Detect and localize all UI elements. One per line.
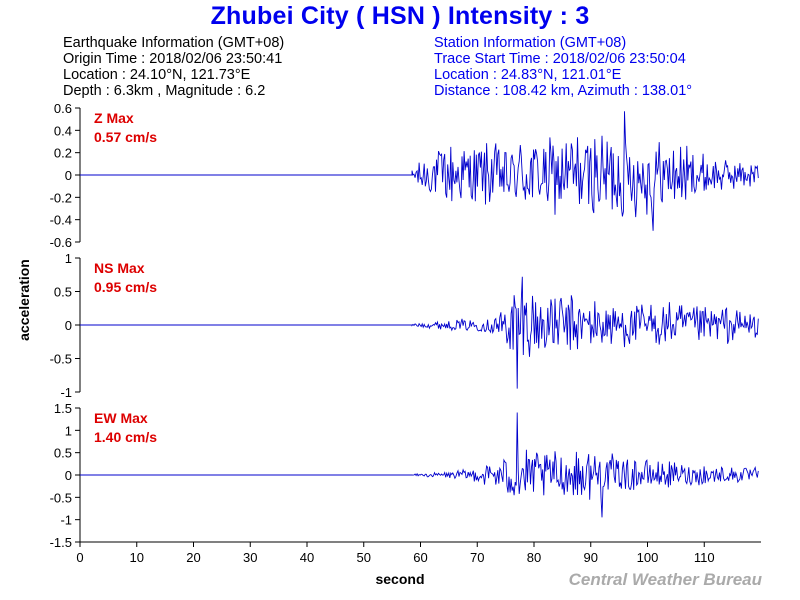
x-tick-label: 90 — [584, 550, 598, 565]
y-tick-label: -1.5 — [50, 535, 72, 550]
y-tick-label: 0 — [65, 468, 72, 483]
x-tick-label: 30 — [243, 550, 257, 565]
footer-credit: Central Weather Bureau — [568, 570, 762, 589]
panel-ew: 1.5 1 0.5 0 -0.5 -1 -1.5 EW Max 1.40 cm/s — [50, 401, 759, 550]
y-tick-label: -0.4 — [50, 213, 72, 228]
waveform-ew — [80, 412, 759, 518]
panel-ns: 1 0.5 0 -0.5 -1 NS Max 0.95 cm/s — [50, 251, 759, 400]
y-tick-label: 0.5 — [54, 446, 72, 461]
y-tick-label: -1 — [60, 513, 72, 528]
max-label-ns: NS Max — [94, 260, 145, 276]
waveform-ns — [80, 276, 759, 389]
x-tick-label: 50 — [357, 550, 371, 565]
earthquake-depth-magnitude: Depth : 6.3km , Magnitude : 6.2 — [63, 83, 266, 99]
y-tick-label: -0.5 — [50, 490, 72, 505]
x-tick-label: 20 — [186, 550, 200, 565]
max-value-z: 0.57 cm/s — [94, 129, 157, 145]
chart-title: Zhubei City ( HSN ) Intensity : 3 — [210, 2, 590, 30]
x-tick-label: 10 — [130, 550, 144, 565]
x-tick-label: 80 — [527, 550, 541, 565]
panel-z: 0.6 0.4 0.2 0 -0.2 -0.4 -0.6 Z Max 0.57 cm/s — [50, 101, 759, 250]
y-tick-label: 1 — [65, 423, 72, 438]
y-tick-label: 0.4 — [54, 123, 72, 138]
y-tick-label: 0 — [65, 318, 72, 333]
earthquake-location: Location : 24.10°N, 121.73°E — [63, 67, 251, 83]
x-axis-label: second — [375, 571, 425, 587]
y-tick-label: -0.6 — [50, 235, 72, 250]
station-info-block: Station Information (GMT+08) Trace Start… — [434, 35, 692, 99]
earthquake-info-block: Earthquake Information (GMT+08) Origin T… — [63, 35, 284, 99]
waveform-z — [80, 111, 759, 231]
y-tick-label: -0.2 — [50, 190, 72, 205]
y-tick-label: 0 — [65, 168, 72, 183]
y-tick-label: -1 — [60, 385, 72, 400]
x-tick-label: 60 — [413, 550, 427, 565]
station-info-heading: Station Information (GMT+08) — [434, 35, 627, 51]
earthquake-info-heading: Earthquake Information (GMT+08) — [63, 35, 285, 51]
x-tick-label: 110 — [694, 550, 715, 565]
station-distance-azimuth: Distance : 108.42 km, Azimuth : 138.01° — [434, 83, 693, 99]
x-tick-label: 40 — [300, 550, 314, 565]
station-location: Location : 24.83°N, 121.01°E — [434, 67, 622, 83]
max-label-ew: EW Max — [94, 410, 148, 426]
station-trace-start-time: Trace Start Time : 2018/02/06 23:50:04 — [434, 51, 686, 67]
x-tick-label: 100 — [637, 550, 659, 565]
y-tick-label: 0.5 — [54, 285, 72, 300]
y-tick-label: 0.6 — [54, 101, 72, 116]
y-axis-label: acceleration — [16, 259, 32, 341]
y-tick-label: -0.5 — [50, 352, 72, 367]
max-label-z: Z Max — [94, 110, 134, 126]
y-tick-label: 1 — [65, 251, 72, 266]
max-value-ew: 1.40 cm/s — [94, 429, 157, 445]
x-tick-label: 70 — [470, 550, 484, 565]
x-tick-label: 0 — [76, 550, 83, 565]
earthquake-origin-time: Origin Time : 2018/02/06 23:50:41 — [63, 51, 283, 67]
y-tick-label: 1.5 — [54, 401, 72, 416]
max-value-ns: 0.95 cm/s — [94, 279, 157, 295]
y-tick-label: 0.2 — [54, 146, 72, 161]
